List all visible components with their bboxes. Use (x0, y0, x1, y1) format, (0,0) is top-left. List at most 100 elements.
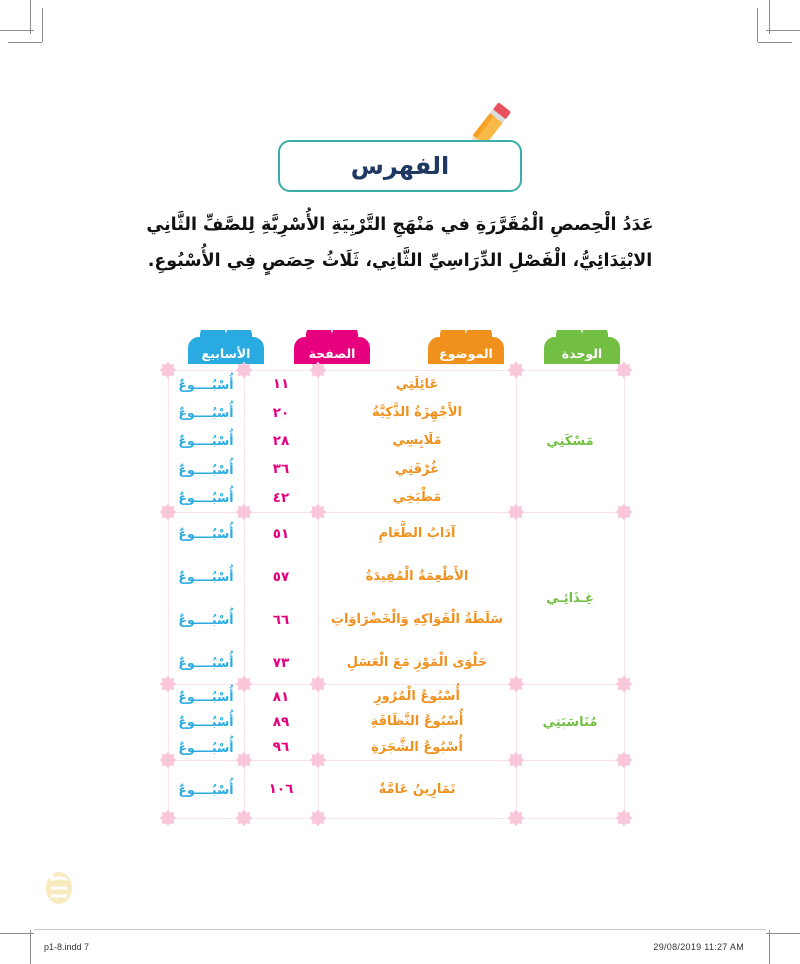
flower-decoration-icon (159, 751, 177, 769)
table-cell-topic: عَائِلَتِي (395, 376, 439, 392)
table-cell-weeks: أُسْبُــــوعٌ (178, 612, 234, 627)
grid-line-horizontal (168, 684, 624, 685)
table-cell-page: ٣٦ (272, 461, 290, 478)
flower-decoration-icon (159, 503, 177, 521)
table-cell-topic: مَطْبَخِي (392, 490, 442, 506)
crop-mark-icon (8, 42, 42, 43)
crop-mark-icon (766, 30, 800, 31)
flower-decoration-icon (507, 751, 525, 769)
footer-divider (34, 929, 766, 930)
flower-decoration-icon (615, 361, 633, 379)
table-cell-weeks: أُسْبُــــوعٌ (178, 433, 234, 449)
flower-decoration-icon (309, 361, 327, 379)
flower-decoration-icon (507, 361, 525, 379)
flower-decoration-icon (309, 503, 327, 521)
crop-mark-icon (769, 0, 770, 34)
table-cell-unit: غِـذَائِـي (546, 590, 594, 606)
flower-decoration-icon (615, 675, 633, 693)
flower-decoration-icon (309, 751, 327, 769)
flower-decoration-icon (235, 809, 253, 827)
flower-decoration-icon (615, 503, 633, 521)
table-cell-page: ١١ (272, 376, 290, 393)
table-cell-page: ٨١ (272, 688, 290, 705)
flower-decoration-icon (235, 503, 253, 521)
crop-mark-icon (769, 930, 770, 964)
flower-decoration-icon (159, 361, 177, 379)
grid-line-vertical (244, 370, 245, 818)
table-cell-unit: مُنَاسَبَتِي (542, 714, 598, 730)
column-header-label: الصفحة (308, 346, 356, 361)
page-title: الفهرس (350, 152, 450, 180)
flower-decoration-icon (159, 809, 177, 827)
table-cell-page: ٢٨ (272, 432, 290, 449)
title-frame: الفهرس (278, 140, 522, 192)
grid-line-horizontal (168, 512, 624, 513)
table-cell-page: ٥١ (272, 525, 290, 542)
footer-timestamp: 29/08/2019 11:27 AM (653, 942, 744, 952)
table-cell-weeks: أُسْبُــــوعٌ (178, 714, 234, 730)
flower-decoration-icon (507, 809, 525, 827)
grid-line-vertical (624, 370, 625, 818)
grid-line-vertical (516, 370, 517, 818)
flower-decoration-icon (159, 675, 177, 693)
index-table: الوحدة الموضوع الصفحة الأسابيع مَسْكَنِي عَا… (159, 330, 633, 827)
table-cell-topic: حَلْوَى الْمَوْزِ مَعَ الْعَسَلِ (346, 655, 488, 670)
crop-mark-icon (30, 0, 31, 34)
table-cell-page: ٤٢ (272, 489, 290, 506)
column-header-weeks: الأسابيع (184, 330, 268, 364)
flower-decoration-icon (235, 675, 253, 693)
table-header-row: الوحدة الموضوع الصفحة الأسابيع (168, 330, 624, 372)
column-header-label: الموضوع (439, 346, 493, 361)
column-header-unit: الوحدة (540, 330, 624, 364)
crop-mark-icon (0, 30, 34, 31)
table-cell-page: ٢٠ (272, 404, 290, 421)
table-cell-weeks: أُسْبُــــوعٌ (178, 376, 234, 392)
table-cell-page: ٥٧ (272, 568, 290, 585)
column-header-topic: الموضوع (424, 330, 508, 364)
table-cell-topic: سَلَطَةُ الْفَوَاكِهِ وَالْخَضْرَاوَاتِ (330, 612, 504, 627)
table-cell-topic: أُسْبُوعُ الْمُرُورِ (374, 689, 460, 705)
flower-decoration-icon (309, 675, 327, 693)
table-grid: مَسْكَنِي عَائِلَتِي ١١ أُسْبُــــوعٌ الأَجْ… (159, 361, 633, 827)
grid-line-vertical (168, 370, 169, 818)
table-cell-unit: مَسْكَنِي (546, 433, 594, 449)
table-cell-page: ٩٦ (272, 739, 290, 756)
table-cell-topic: غُرْفَتِي (395, 461, 439, 477)
column-header-label: الأسابيع (201, 346, 251, 361)
table-cell-page: ٧٣ (272, 654, 290, 671)
table-cell-weeks: أُسْبُــــوعٌ (178, 739, 234, 755)
crop-mark-icon (42, 8, 43, 42)
flower-decoration-icon (615, 809, 633, 827)
column-header-page: الصفحة (290, 330, 374, 364)
table-cell-topic: أُسْبُوعُ النَّظَافَةِ (370, 714, 464, 730)
crop-mark-icon (758, 42, 792, 43)
crop-mark-icon (30, 930, 31, 964)
table-cell-topic: الأَطْعِمَةُ الْمُفِيدَةُ (365, 569, 469, 584)
table-cell-weeks: أُسْبُــــوعٌ (178, 405, 234, 421)
flower-decoration-icon (507, 503, 525, 521)
grid-line-horizontal (168, 370, 624, 371)
grid-line-horizontal (168, 760, 624, 761)
flower-decoration-icon (507, 675, 525, 693)
table-cell-page: ١٠٦ (268, 781, 294, 797)
table-cell-weeks: أُسْبُــــوعٌ (178, 689, 234, 705)
crop-mark-icon (757, 8, 758, 42)
page-title-box: الفهرس (0, 140, 800, 192)
flower-decoration-icon (235, 751, 253, 769)
intro-line-2: الابْتِدَائِيُّ، الْفَصْلِ الدِّرَاسِيِّ… (147, 250, 653, 271)
intro-paragraph: عَدَدُ الْحِصصِ الْمُقَرَّرَةِ في مَنْهَ… (120, 208, 680, 280)
footer-file-label: p1-8.indd 7 (44, 942, 90, 952)
grid-line-horizontal (168, 818, 624, 819)
table-cell-weeks: أُسْبُــــوعٌ (178, 461, 234, 477)
table-cell-page: ٦٦ (272, 611, 290, 628)
table-cell-unit (516, 760, 624, 818)
table-cell-topic: مَلَابِسِي (392, 433, 442, 449)
grid-line-vertical (318, 370, 319, 818)
table-cell-weeks: أُسْبُــــوعٌ (178, 490, 234, 506)
table-cell-weeks: أُسْبُــــوعٌ (178, 569, 234, 584)
table-cell-weeks: أُسْبُــــوعٌ (178, 526, 234, 541)
crop-mark-icon (0, 933, 34, 934)
flower-decoration-icon (235, 361, 253, 379)
column-header-label: الوحدة (561, 346, 603, 361)
